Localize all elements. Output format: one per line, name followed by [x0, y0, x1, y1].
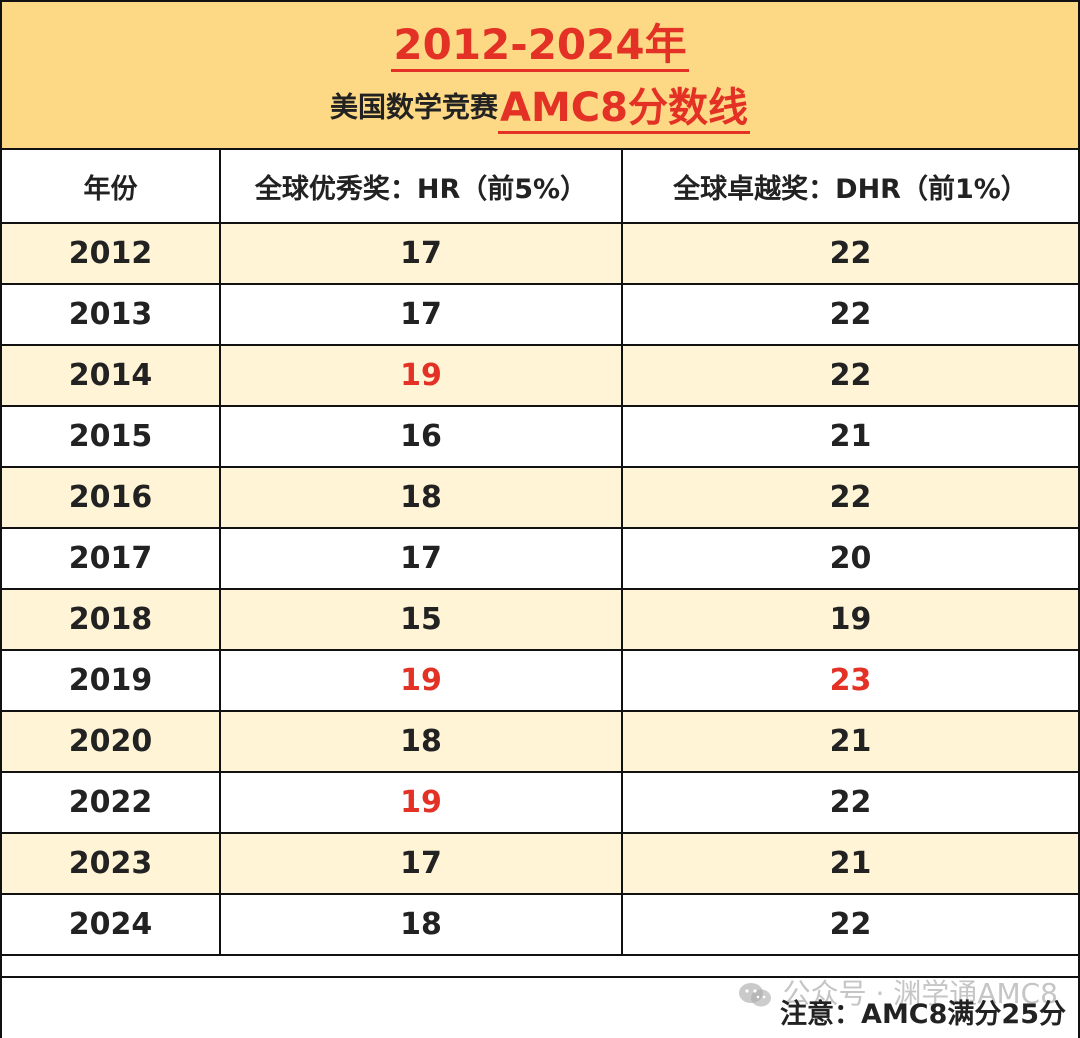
column-header-year: 年份: [2, 150, 221, 224]
dhr-score-cell: 19: [621, 588, 1078, 651]
hr-score-cell: 17: [219, 527, 623, 590]
column-header-dhr: 全球卓越奖：DHR（前1%）: [621, 150, 1078, 224]
subtitle-prefix: 美国数学竞赛: [330, 90, 499, 124]
subtitle-highlight: AMC8分数线: [498, 84, 750, 134]
cutoff-score-table: 年份 全球优秀奖：HR（前5%） 全球卓越奖：DHR（前1%） 2012 17 22…: [2, 150, 1078, 956]
dhr-score-cell: 21: [621, 832, 1078, 895]
hr-score-cell: 17: [219, 832, 623, 895]
page-title: 2012-2024年: [2, 20, 1078, 72]
table-row: 2013 17 22: [2, 283, 1078, 346]
year-cell: 2013: [2, 283, 221, 346]
hr-score-cell: 18: [219, 710, 623, 773]
table-row: 2015 16 21: [2, 405, 1078, 468]
year-cell: 2018: [2, 588, 221, 651]
hr-score-cell: 19: [219, 344, 623, 407]
watermark: 公众号 · 渊学通AMC8: [737, 972, 1058, 1012]
dhr-score-cell: 23: [621, 649, 1078, 712]
table-row: 2018 15 19: [2, 588, 1078, 651]
table-row: 2020 18 21: [2, 710, 1078, 773]
hr-score-cell: 19: [219, 771, 623, 834]
hr-score-cell: 19: [219, 649, 623, 712]
table-row: 2019 19 23: [2, 649, 1078, 712]
full-score-note: 注意：AMC8满分25分: [780, 999, 1066, 1030]
table-header-row: 年份 全球优秀奖：HR（前5%） 全球卓越奖：DHR（前1%）: [2, 150, 1078, 224]
year-cell: 2015: [2, 405, 221, 468]
year-cell: 2012: [2, 222, 221, 285]
table-row: 2022 19 22: [2, 771, 1078, 834]
table-row: 2024 18 22: [2, 893, 1078, 956]
footer-note-bar: 公众号 · 渊学通AMC8 注意：AMC8满分25分: [2, 976, 1078, 1038]
table-row: 2016 18 22: [2, 466, 1078, 529]
dhr-score-cell: 21: [621, 405, 1078, 468]
table-row: 2012 17 22: [2, 222, 1078, 285]
year-cell: 2017: [2, 527, 221, 590]
hr-score-cell: 17: [219, 283, 623, 346]
year-cell: 2016: [2, 466, 221, 529]
wechat-icon: [738, 983, 771, 1007]
hr-score-cell: 16: [219, 405, 623, 468]
title-text: 2012-2024年: [391, 20, 689, 72]
year-cell: 2020: [2, 710, 221, 773]
table-body: 2012 17 22 2013 17 22 2014 19 22 2015 16 21 2016 18 22…: [2, 222, 1078, 956]
table-row: 2023 17 21: [2, 832, 1078, 895]
page-subtitle: 美国数学竞赛AMC8分数线: [2, 82, 1078, 134]
hr-score-cell: 18: [219, 893, 623, 956]
hr-score-cell: 15: [219, 588, 623, 651]
year-cell: 2014: [2, 344, 221, 407]
hr-score-cell: 17: [219, 222, 623, 285]
dhr-score-cell: 22: [621, 222, 1078, 285]
table-row: 2017 17 20: [2, 527, 1078, 590]
dhr-score-cell: 22: [621, 283, 1078, 346]
year-cell: 2023: [2, 832, 221, 895]
dhr-score-cell: 22: [621, 344, 1078, 407]
dhr-score-cell: 21: [621, 710, 1078, 773]
year-cell: 2019: [2, 649, 221, 712]
column-header-hr: 全球优秀奖：HR（前5%）: [219, 150, 623, 224]
year-cell: 2022: [2, 771, 221, 834]
dhr-score-cell: 22: [621, 771, 1078, 834]
table-row: 2014 19 22: [2, 344, 1078, 407]
hr-score-cell: 18: [219, 466, 623, 529]
dhr-score-cell: 22: [621, 466, 1078, 529]
year-cell: 2024: [2, 893, 221, 956]
watermark-text: 公众号 · 渊学通AMC8: [782, 977, 1058, 1010]
dhr-score-cell: 22: [621, 893, 1078, 956]
dhr-score-cell: 20: [621, 527, 1078, 590]
header-banner: 2012-2024年 美国数学竞赛AMC8分数线: [2, 2, 1078, 150]
